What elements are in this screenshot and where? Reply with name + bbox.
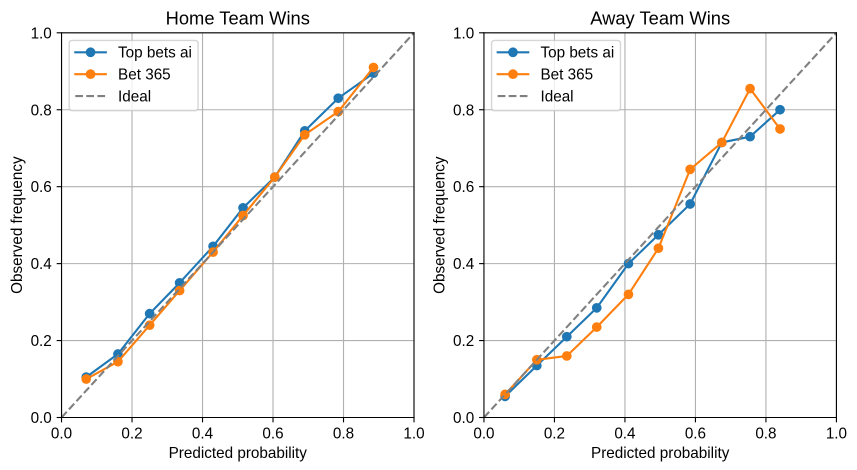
svg-text:0.0: 0.0 [473, 425, 494, 442]
svg-text:0.2: 0.2 [121, 425, 142, 442]
svg-text:Observed frequency: Observed frequency [9, 156, 26, 294]
svg-text:Home Team Wins: Home Team Wins [166, 7, 310, 28]
svg-text:Ideal: Ideal [540, 88, 573, 105]
svg-text:Bet 365: Bet 365 [540, 67, 593, 84]
svg-text:Observed frequency: Observed frequency [431, 156, 448, 294]
svg-text:0.0: 0.0 [453, 410, 474, 427]
svg-text:Away Team Wins: Away Team Wins [590, 7, 730, 28]
svg-text:0.8: 0.8 [333, 425, 354, 442]
svg-text:Top bets ai: Top bets ai [540, 45, 614, 62]
svg-text:1.0: 1.0 [453, 25, 474, 42]
svg-text:0.4: 0.4 [453, 256, 475, 273]
svg-text:Bet 365: Bet 365 [118, 67, 171, 84]
svg-text:0.8: 0.8 [755, 425, 776, 442]
svg-text:Top bets ai: Top bets ai [118, 45, 192, 62]
svg-text:1.0: 1.0 [403, 425, 424, 442]
svg-text:0.4: 0.4 [192, 425, 214, 442]
svg-text:0.0: 0.0 [31, 410, 52, 427]
svg-text:1.0: 1.0 [826, 425, 847, 442]
svg-text:0.6: 0.6 [453, 179, 474, 196]
svg-text:0.6: 0.6 [31, 179, 52, 196]
svg-text:0.0: 0.0 [51, 425, 72, 442]
svg-text:Ideal: Ideal [118, 88, 151, 105]
svg-text:0.6: 0.6 [262, 425, 283, 442]
svg-text:Predicted probability: Predicted probability [591, 445, 730, 462]
svg-text:Predicted probability: Predicted probability [169, 445, 308, 462]
svg-text:0.4: 0.4 [31, 256, 53, 273]
svg-text:0.8: 0.8 [31, 102, 52, 119]
svg-text:0.2: 0.2 [453, 333, 474, 350]
svg-text:0.2: 0.2 [31, 333, 52, 350]
svg-text:0.8: 0.8 [453, 102, 474, 119]
svg-text:0.6: 0.6 [685, 425, 706, 442]
svg-text:0.2: 0.2 [544, 425, 565, 442]
svg-text:0.4: 0.4 [614, 425, 636, 442]
svg-text:1.0: 1.0 [31, 25, 52, 42]
